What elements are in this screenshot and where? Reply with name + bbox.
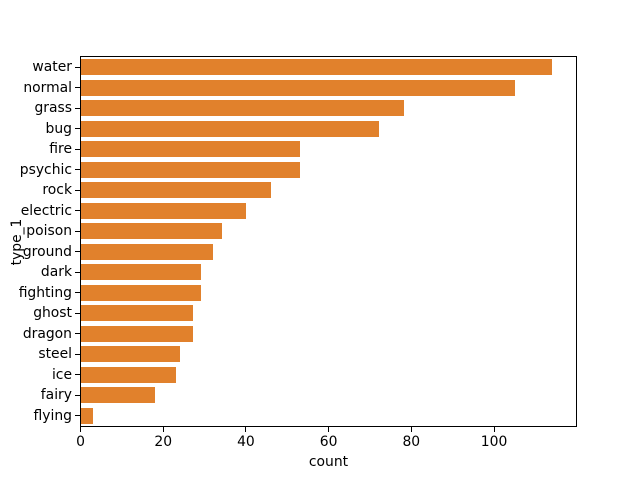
y-tick-label-ground: ground xyxy=(22,243,72,260)
bar-steel xyxy=(81,346,181,363)
y-tick-mark xyxy=(75,271,80,273)
y-axis-label: type_1 xyxy=(9,218,25,265)
y-tick-label-dark: dark xyxy=(40,264,72,281)
bar-fairy xyxy=(81,387,156,404)
x-axis-label: count xyxy=(308,454,349,470)
x-tick-mark xyxy=(410,427,412,432)
y-tick-mark xyxy=(75,210,80,212)
y-tick-label-fire: fire xyxy=(49,141,72,158)
bar-ice xyxy=(81,366,177,383)
x-tick-mark xyxy=(493,427,495,432)
y-tick-label-grass: grass xyxy=(34,100,72,117)
y-tick-label-flying: flying xyxy=(33,407,72,424)
y-tick-mark xyxy=(75,374,80,376)
bar-ghost xyxy=(81,305,193,322)
x-tick-label-100: 100 xyxy=(480,434,508,450)
y-tick-mark xyxy=(75,251,80,253)
y-tick-mark xyxy=(75,353,80,355)
y-tick-mark xyxy=(75,169,80,171)
y-tick-mark xyxy=(75,394,80,396)
y-tick-mark xyxy=(75,312,80,314)
y-tick-label-normal: normal xyxy=(23,79,72,96)
bar-normal xyxy=(81,79,516,96)
bar-ground xyxy=(81,243,214,260)
y-tick-mark xyxy=(75,87,80,89)
y-tick-mark xyxy=(75,333,80,335)
x-tick-mark xyxy=(80,427,81,432)
y-tick-label-fairy: fairy xyxy=(40,387,72,404)
y-tick-label-rock: rock xyxy=(42,182,72,199)
y-tick-mark xyxy=(75,128,80,130)
bar-poison xyxy=(81,223,222,240)
x-tick-label-20: 20 xyxy=(154,434,173,450)
bar-fighting xyxy=(81,284,201,301)
y-tick-mark xyxy=(75,189,80,191)
x-tick-mark xyxy=(328,427,330,432)
y-tick-label-fighting: fighting xyxy=(18,284,72,301)
x-tick-label-0: 0 xyxy=(76,434,85,450)
y-tick-mark xyxy=(75,230,80,232)
y-tick-mark xyxy=(75,107,80,109)
y-tick-label-electric: electric xyxy=(20,202,72,219)
y-tick-label-steel: steel xyxy=(38,346,72,363)
bar-flying xyxy=(81,407,94,424)
bar-water xyxy=(81,59,553,76)
y-tick-label-bug: bug xyxy=(45,120,72,137)
bar-bug xyxy=(81,120,379,137)
x-tick-label-80: 80 xyxy=(402,434,421,450)
bar-fire xyxy=(81,141,301,158)
bar-electric xyxy=(81,202,247,219)
x-tick-label-60: 60 xyxy=(319,434,338,450)
bar-psychic xyxy=(81,161,301,178)
y-tick-label-dragon: dragon xyxy=(22,325,72,342)
y-tick-mark xyxy=(75,148,80,150)
y-tick-mark xyxy=(75,66,80,68)
y-tick-mark xyxy=(75,292,80,294)
y-tick-mark xyxy=(75,415,80,417)
x-tick-label-40: 40 xyxy=(237,434,255,450)
y-tick-label-water: water xyxy=(32,59,72,76)
y-tick-label-ice: ice xyxy=(51,366,72,383)
y-tick-label-psychic: psychic xyxy=(19,161,72,178)
bar-dragon xyxy=(81,325,193,342)
x-tick-mark xyxy=(245,427,247,432)
bar-rock xyxy=(81,182,272,199)
bar-grass xyxy=(81,100,404,117)
y-tick-label-ghost: ghost xyxy=(33,305,72,322)
x-tick-mark xyxy=(162,427,164,432)
bar-dark xyxy=(81,264,201,281)
y-tick-label-poison: poison xyxy=(26,223,72,240)
plot-area xyxy=(80,56,577,427)
